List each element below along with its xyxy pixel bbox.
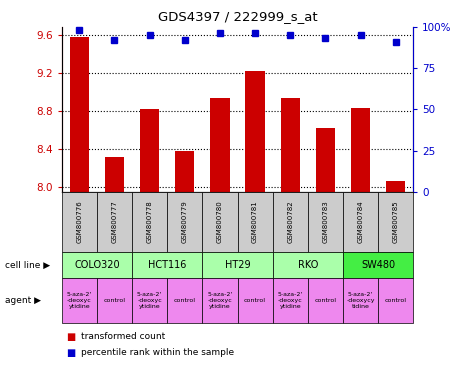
Bar xyxy=(140,109,159,192)
Bar xyxy=(386,180,405,192)
Text: GSM800780: GSM800780 xyxy=(217,200,223,243)
Bar xyxy=(105,157,124,192)
Bar xyxy=(316,128,335,192)
Bar xyxy=(246,71,265,192)
Bar xyxy=(70,37,89,192)
Text: control: control xyxy=(314,298,336,303)
Text: cell line ▶: cell line ▶ xyxy=(5,260,50,270)
Text: GSM800781: GSM800781 xyxy=(252,200,258,243)
Text: transformed count: transformed count xyxy=(81,332,165,341)
Text: GDS4397 / 222999_s_at: GDS4397 / 222999_s_at xyxy=(158,10,317,23)
Text: control: control xyxy=(104,298,125,303)
Text: 5-aza-2'
-deoxyc
ytidine: 5-aza-2' -deoxyc ytidine xyxy=(207,292,233,309)
Text: GSM800784: GSM800784 xyxy=(358,200,363,243)
Text: GSM800785: GSM800785 xyxy=(393,200,399,243)
Text: GSM800776: GSM800776 xyxy=(76,200,82,243)
Bar xyxy=(210,98,229,192)
Text: 5-aza-2'
-deoxycy
tidine: 5-aza-2' -deoxycy tidine xyxy=(346,292,375,309)
Text: 5-aza-2'
-deoxyc
ytidine: 5-aza-2' -deoxyc ytidine xyxy=(277,292,303,309)
Text: agent ▶: agent ▶ xyxy=(5,296,41,305)
Text: GSM800779: GSM800779 xyxy=(182,200,188,243)
Text: GSM800783: GSM800783 xyxy=(323,200,328,243)
Bar xyxy=(351,108,370,192)
Bar xyxy=(175,151,194,192)
Text: percentile rank within the sample: percentile rank within the sample xyxy=(81,348,234,357)
Text: control: control xyxy=(174,298,196,303)
Bar xyxy=(281,98,300,192)
Text: ■: ■ xyxy=(66,332,76,342)
Text: control: control xyxy=(244,298,266,303)
Text: SW480: SW480 xyxy=(361,260,395,270)
Text: HT29: HT29 xyxy=(225,260,250,270)
Text: HCT116: HCT116 xyxy=(148,260,186,270)
Text: GSM800782: GSM800782 xyxy=(287,200,293,243)
Text: 5-aza-2'
-deoxyc
ytidine: 5-aza-2' -deoxyc ytidine xyxy=(66,292,92,309)
Text: GSM800778: GSM800778 xyxy=(147,200,152,243)
Text: ■: ■ xyxy=(66,348,76,358)
Text: RKO: RKO xyxy=(298,260,318,270)
Text: control: control xyxy=(385,298,407,303)
Text: 5-aza-2'
-deoxyc
ytidine: 5-aza-2' -deoxyc ytidine xyxy=(137,292,162,309)
Text: GSM800777: GSM800777 xyxy=(112,200,117,243)
Text: COLO320: COLO320 xyxy=(74,260,120,270)
